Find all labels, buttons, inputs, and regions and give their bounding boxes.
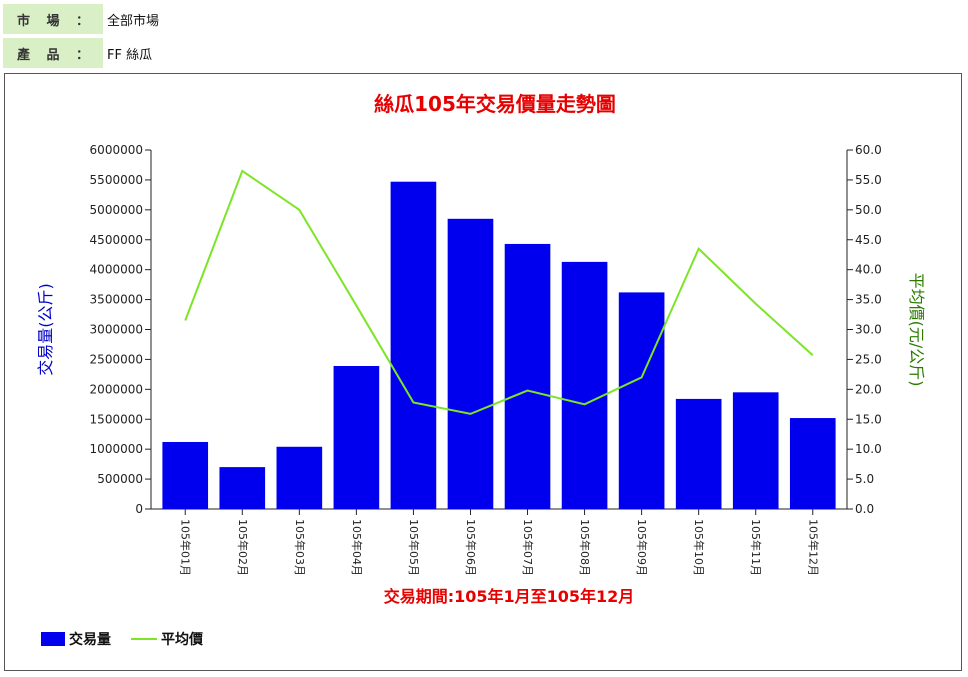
y1-tick-label: 5000000 xyxy=(90,203,143,217)
x-tick-label: 105年10月 xyxy=(692,519,706,576)
y2-tick-label: 20.0 xyxy=(855,382,882,396)
y1-tick-label: 2500000 xyxy=(90,352,143,366)
volume-bar xyxy=(675,398,722,509)
product-filter-row: 產 品 ： FF 絲瓜 xyxy=(3,38,152,68)
x-tick-label: 105年09月 xyxy=(635,519,649,576)
y2-tick-label: 30.0 xyxy=(855,323,882,337)
x-tick-label: 105年01月 xyxy=(179,519,193,576)
legend-bar-swatch xyxy=(41,632,65,646)
x-axis: 105年01月 105年02月 105年03月 105年04月 105年05月 105年0… xyxy=(151,508,847,576)
market-filter-row: 市 場 ： 全部市場 xyxy=(3,4,159,34)
x-tick-label: 105年08月 xyxy=(578,519,592,576)
y2-tick-label: 10.0 xyxy=(855,442,882,456)
legend-line-label: 平均價 xyxy=(161,631,204,648)
y2-axis: 0.0 5.0 10.0 15.0 20.0 25.0 30.0 35.0 40.0 45.0 50… xyxy=(846,143,882,516)
y2-tick-label: 0.0 xyxy=(855,502,874,516)
volume-bar xyxy=(789,418,836,509)
x-tick-label: 105年02月 xyxy=(236,519,250,576)
y1-tick-label: 4000000 xyxy=(90,263,143,277)
volume-bars xyxy=(162,181,836,509)
x-tick-label: 105年03月 xyxy=(293,519,307,576)
volume-bar xyxy=(504,243,551,509)
y2-tick-label: 45.0 xyxy=(855,233,882,247)
y2-tick-label: 60.0 xyxy=(855,143,882,157)
chart-title: 絲瓜105年交易價量走勢圖 xyxy=(374,92,616,116)
volume-bar xyxy=(732,392,779,509)
y2-tick-label: 55.0 xyxy=(855,173,882,187)
y1-tick-label: 500000 xyxy=(97,472,143,486)
y1-tick-label: 4500000 xyxy=(90,233,143,247)
legend: 交易量 平均價 xyxy=(41,631,204,648)
volume-bar xyxy=(162,441,209,509)
x-tick-label: 105年04月 xyxy=(350,519,364,576)
y2-tick-label: 5.0 xyxy=(855,472,874,486)
y1-tick-label: 3000000 xyxy=(90,323,143,337)
x-tick-label: 105年12月 xyxy=(806,519,820,576)
x-tick-label: 105年11月 xyxy=(749,519,763,576)
y1-tick-label: 1500000 xyxy=(90,412,143,426)
market-value: 全部市場 xyxy=(107,13,160,29)
y1-tick-label: 6000000 xyxy=(90,143,143,157)
x-axis-label: 交易期間:105年1月至105年12月 xyxy=(384,587,635,606)
volume-bar xyxy=(390,181,437,509)
y1-tick-label: 5500000 xyxy=(90,173,143,187)
product-label: 產 品 ： xyxy=(3,38,103,68)
price-line-group xyxy=(184,169,814,415)
y2-tick-label: 15.0 xyxy=(855,412,882,426)
volume-bar xyxy=(276,446,323,509)
y1-tick-label: 1000000 xyxy=(90,442,143,456)
y1-axis-label: 交易量(公斤) xyxy=(36,283,55,376)
x-tick-label: 105年06月 xyxy=(464,519,478,576)
y1-axis: 0 500000 1000000 1500000 2000000 2500000 30000… xyxy=(90,143,152,516)
legend-bar-label: 交易量 xyxy=(69,631,111,648)
y2-tick-label: 25.0 xyxy=(855,352,882,366)
product-value: FF 絲瓜 xyxy=(107,47,153,63)
volume-bar xyxy=(618,292,665,509)
y1-tick-label: 2000000 xyxy=(90,382,143,396)
chart-frame: 絲瓜105年交易價量走勢圖 交易量(公斤) 平均價(元/公斤) 交易期間:105… xyxy=(4,73,962,671)
y1-tick-label: 3500000 xyxy=(90,293,143,307)
market-label: 市 場 ： xyxy=(3,4,103,34)
price-line xyxy=(184,169,814,415)
y2-tick-label: 50.0 xyxy=(855,203,882,217)
x-tick-label: 105年07月 xyxy=(521,519,535,576)
volume-bar xyxy=(219,467,266,509)
volume-bar xyxy=(447,218,494,509)
y2-tick-label: 40.0 xyxy=(855,263,882,277)
y2-tick-label: 35.0 xyxy=(855,293,882,307)
volume-bar xyxy=(333,365,380,509)
x-tick-label: 105年05月 xyxy=(407,519,421,576)
price-volume-chart: 絲瓜105年交易價量走勢圖 交易量(公斤) 平均價(元/公斤) 交易期間:105… xyxy=(36,92,926,648)
y1-tick-label: 0 xyxy=(135,502,143,516)
volume-bar xyxy=(561,261,608,509)
y2-axis-label: 平均價(元/公斤) xyxy=(907,273,926,387)
